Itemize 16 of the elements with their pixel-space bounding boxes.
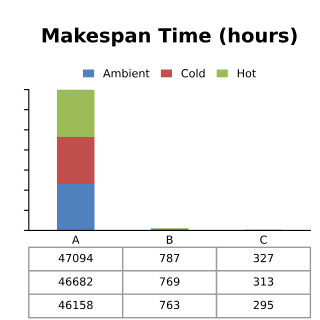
x-tick-label: A xyxy=(72,236,80,244)
data-label: 313 xyxy=(254,277,274,286)
data-label: 763 xyxy=(160,300,180,310)
data-label: 46158 xyxy=(58,300,93,310)
x-tick-label: C xyxy=(260,235,267,244)
data-label: 787 xyxy=(160,254,180,262)
legend-label: Cold xyxy=(182,68,205,78)
data-label: 47094 xyxy=(58,254,93,262)
data-label: 295 xyxy=(254,300,274,310)
data-label: 327 xyxy=(254,254,274,262)
data-label: 46682 xyxy=(58,277,92,286)
x-tick-label: B xyxy=(166,236,173,244)
legend-label: Ambient xyxy=(103,68,150,78)
chart-title: Makespan Time (hours) xyxy=(42,28,297,46)
legend-label: Hot xyxy=(238,69,256,78)
data-label: 769 xyxy=(160,277,180,286)
